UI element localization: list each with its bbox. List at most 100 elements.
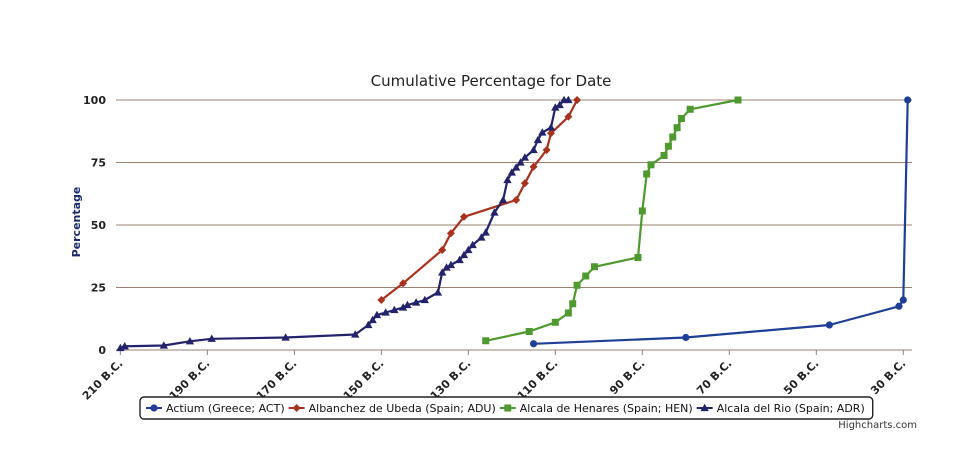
data-point [482,337,490,345]
legend-item[interactable]: Albanchez de Ubeda (Spain; ADU) [288,402,496,415]
data-point [529,340,538,348]
credits-link[interactable]: Highcharts.com [838,420,917,431]
legend-label: Albanchez de Ubeda (Spain; ADU) [309,402,496,415]
y-axis-title: Percentage [70,187,83,258]
data-point [551,103,560,111]
data-point [207,334,216,342]
y-tick-label: 75 [91,157,106,170]
data-point [433,288,443,296]
legend-item[interactable]: Alcala de Henares (Spain; HEN) [499,402,693,415]
grid-lines [116,99,912,351]
x-tick-label: 70 B.C. [694,357,734,397]
x-tick-label: 150 B.C. [341,357,387,403]
legend-item[interactable]: Actium (Greece; ACT) [146,402,285,415]
data-point [411,298,421,306]
data-point [516,158,525,166]
data-point [399,279,408,288]
data-point [438,246,447,254]
data-point [634,254,642,261]
data-point [120,342,129,350]
series-layer [116,95,912,352]
legend-item[interactable]: Alcala del Rio (Spain; ADR) [696,402,865,415]
data-point [185,337,195,345]
legend-label: Alcala del Rio (Spain; ADR) [717,402,865,415]
data-point [390,305,399,314]
x-tick-label: 130 B.C. [428,357,474,403]
x-tick-label: 210 B.C. [80,357,126,403]
axes: 0 25 50 75 100 210 B.C. 190 B.C. 170 B.C. 150 B.… [80,94,912,403]
data-point [511,163,521,171]
data-point [551,318,559,326]
data-point [507,168,517,176]
data-point [464,245,473,254]
data-point [899,296,907,304]
x-tick-label: 110 B.C. [515,357,561,403]
data-point [281,333,290,341]
data-point [895,302,903,310]
legend-symbol-marker [504,404,512,412]
series-2 [482,96,742,345]
data-point [377,296,386,304]
data-point [477,233,486,241]
series-line [119,98,569,350]
x-tick-label: 30 B.C. [868,357,908,397]
data-point [573,281,581,289]
data-point [498,195,508,204]
data-point [459,212,468,221]
data-point [677,115,685,122]
series-0 [529,96,912,348]
legend-label: Alcala de Henares (Spain; HEN) [520,402,693,415]
data-point [351,330,360,338]
series-3 [116,95,573,352]
data-point [686,105,694,113]
data-point [368,315,377,324]
data-point [564,112,573,121]
data-point [643,170,651,178]
y-tick-label: 25 [91,282,106,295]
data-point [673,124,681,132]
data-point [459,250,469,259]
y-tick-label: 0 [98,344,106,357]
data-point [904,96,912,104]
data-point [529,162,538,171]
legend-symbol-marker [292,404,301,412]
series-line [485,98,739,342]
data-point [438,268,447,276]
data-point [468,240,477,249]
data-point [446,229,455,238]
data-point [520,179,529,188]
legend-symbol-marker [700,403,709,412]
data-point [512,196,521,204]
data-point [442,263,451,271]
data-point [569,300,577,308]
data-point [525,328,533,335]
data-point [398,303,408,311]
data-point [446,260,456,269]
data-point [364,320,373,329]
data-point [520,153,530,161]
legend-symbol-marker [150,404,158,412]
data-point [490,208,499,216]
data-point [503,175,512,184]
series-line [533,99,909,345]
data-point [638,207,646,215]
data-point [420,295,430,304]
y-tick-label: 100 [83,94,106,107]
data-point [734,96,742,104]
data-point [660,152,668,159]
x-tick-label: 50 B.C. [781,357,821,397]
data-point [555,100,564,109]
data-point [481,228,490,236]
chart-title: Cumulative Percentage for Date [371,72,612,90]
data-point [564,95,573,104]
data-point [564,309,572,317]
data-point [533,135,543,144]
data-point [573,96,582,104]
data-point [381,308,390,316]
data-point [372,310,382,319]
data-point [582,272,590,280]
data-point [455,255,464,264]
y-tick-label: 50 [91,219,107,232]
data-point [590,263,598,271]
data-point [538,128,547,136]
